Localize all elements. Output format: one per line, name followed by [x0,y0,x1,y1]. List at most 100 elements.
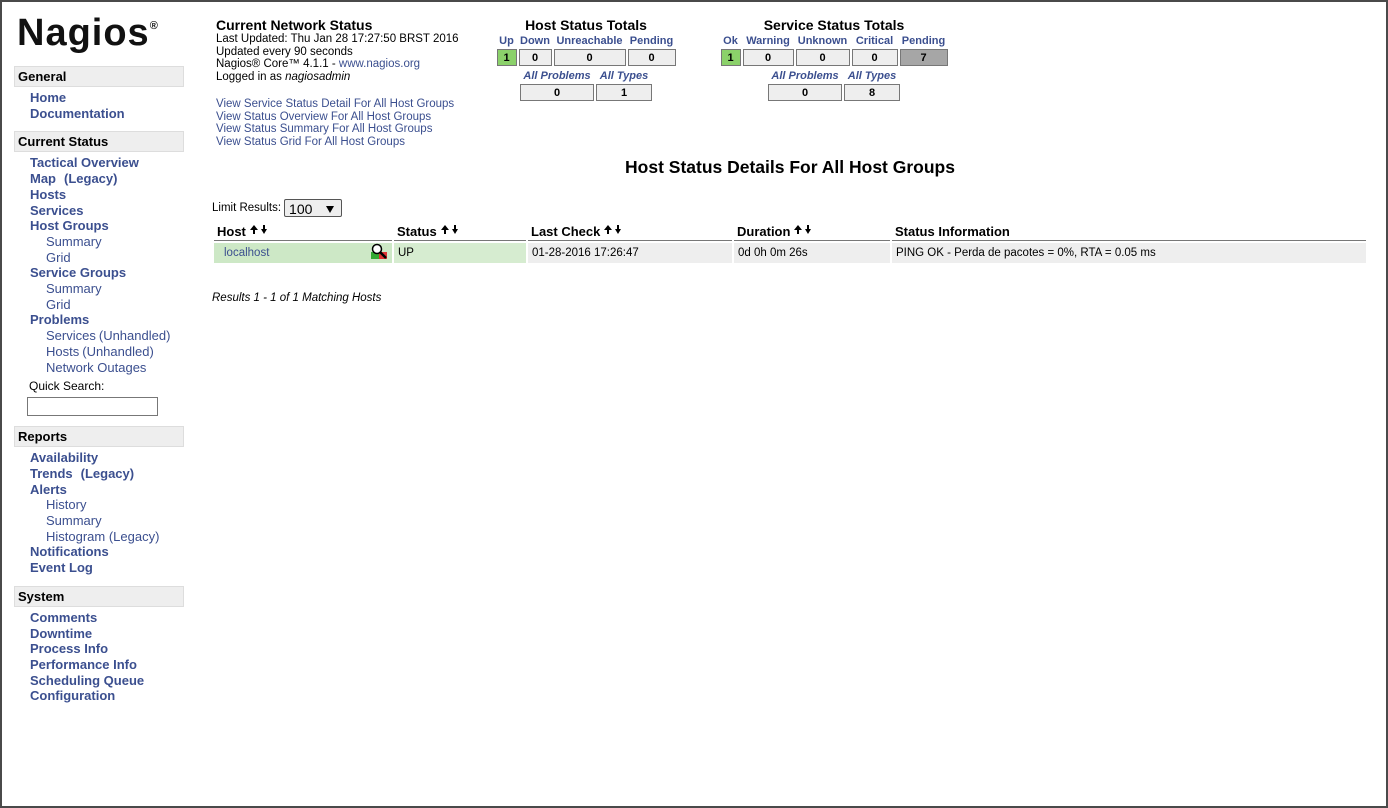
summary-count[interactable]: 0 [768,84,842,101]
nav-link[interactable]: Problems [30,312,90,328]
nav-link[interactable]: Comments [30,609,98,625]
nav-item: Performance Info [14,657,184,673]
state-label[interactable]: Pending [629,35,674,47]
nav-link[interactable]: Alerts [30,481,67,497]
search-input[interactable] [27,397,158,417]
sort-arrows[interactable] [603,224,625,236]
nav-link[interactable]: Services [30,202,84,218]
summary-count[interactable]: 1 [596,84,652,101]
nav-link[interactable]: Hosts [46,343,80,359]
host-link[interactable]: localhost [224,247,270,259]
state-count[interactable]: 0 [518,49,552,66]
nav-link[interactable]: Hosts [30,186,67,202]
state-label[interactable]: Pending [901,35,946,47]
nav-link[interactable]: Event Log [30,560,93,576]
nav-note[interactable]: (Unhandled) [82,343,154,359]
logo-name[interactable]: Nagios [17,12,150,54]
nav-item: Map (Legacy) [14,171,184,187]
state-label[interactable]: Down [520,35,550,47]
magnifier-icon[interactable] [370,243,388,260]
state-count[interactable]: 0 [795,49,850,66]
column-label: Status [397,224,437,239]
state-label[interactable]: Unknown [797,35,848,47]
nav-link[interactable]: Host Groups [30,218,109,234]
nav-note[interactable]: (Legacy) [80,465,135,481]
view-link[interactable]: View Status Overview For All Host Groups [216,110,432,123]
nav-link[interactable]: Summary [46,513,102,529]
nav-link[interactable]: Performance Info [30,656,137,672]
sort-arrows[interactable] [440,224,462,236]
login-text: Logged in as [216,71,286,84]
nav-link[interactable]: Configuration [30,688,116,704]
cell: 01-28-2016 17:26:47 [528,243,732,263]
nav-link[interactable]: Home [30,90,67,105]
logo[interactable]: Nagios® [17,12,159,55]
nav-link[interactable]: Scheduling Queue [30,672,145,688]
nav-item: Scheduling Queue [14,673,184,689]
summary-label[interactable]: All Types [599,70,649,82]
summary-label[interactable]: All Problems [771,70,839,82]
nav-item: Documentation [14,106,184,122]
sort-arrows[interactable] [249,224,271,236]
state-count[interactable]: 0 [553,49,626,66]
view-link[interactable]: View Status Grid For All Host Groups [216,135,405,148]
state-count[interactable]: 7 [899,49,948,66]
nav-link[interactable]: Service Groups [30,265,127,281]
nav-link[interactable]: Histogram (Legacy) [46,528,160,544]
nav-link[interactable]: Documentation [30,105,125,121]
nav-link[interactable]: Notifications [30,544,109,560]
nav-note[interactable]: (Legacy) [64,171,118,187]
nav-link[interactable]: Grid [46,296,71,312]
update-interval: Updated every 90 seconds [216,45,353,58]
host-cell: localhost [224,243,388,263]
view-link[interactable]: View Status Summary For All Host Groups [216,123,433,136]
state-count[interactable]: 0 [851,49,898,66]
state-count[interactable]: 1 [720,49,741,66]
version-link[interactable]: www.nagios.org [338,58,421,71]
column-header: Last Check [528,223,732,241]
state-label[interactable]: Ok [723,35,738,47]
summary-label[interactable]: All Problems [523,70,591,82]
nav-link[interactable]: Map [30,171,56,187]
nav-item: Host Groups [14,218,184,234]
nav-item: Notifications [14,544,184,560]
nav-item: Trends (Legacy) [14,466,184,482]
nav-link[interactable]: Tactical Overview [30,155,139,171]
state-count[interactable]: 0 [627,49,676,66]
nav-link[interactable]: Grid [46,249,71,265]
nav-link[interactable]: Process Info [30,641,109,657]
state-label[interactable]: Warning [746,35,790,47]
state-count[interactable]: 1 [496,49,517,66]
summary-count[interactable]: 0 [520,84,594,101]
view-link-row: View Status Grid For All Host Groups [216,136,459,149]
state-count[interactable]: 0 [742,49,794,66]
nav-link[interactable]: Summary [46,233,102,249]
nav-link[interactable]: History [46,497,87,513]
nav-link[interactable]: Trends [30,465,73,481]
nav-item: Home [14,90,184,106]
column-label: Last Check [531,224,601,239]
view-link[interactable]: View Service Status Detail For All Host … [216,97,455,110]
nav-link[interactable]: Summary [46,281,102,297]
state-label[interactable]: Critical [855,35,894,47]
host-table: Host Status Last Check Duration Status Infor… [212,221,1368,265]
nav-link[interactable]: Availability [30,450,99,466]
nav-item: Alerts [14,482,184,498]
state-label[interactable]: Up [499,35,514,47]
last-updated: Last Updated: Thu Jan 28 17:27:50 BRST 2… [216,33,459,45]
nav-link[interactable]: Network Outages [46,359,147,375]
host-icon[interactable] [370,243,388,263]
nav-note[interactable]: (Unhandled) [98,328,171,344]
host-totals: Host Status Totals Up Down Unreachable Pendi… [494,17,678,103]
nav-link[interactable]: Services [46,328,96,344]
state-label[interactable]: Unreachable [556,35,623,47]
section-items: Tactical Overview Map (Legacy) Hosts Service… [14,152,184,417]
version: Nagios® Core™ 4.1.1 - www.nagios.org [216,58,459,71]
sort-arrows[interactable] [793,224,815,236]
nav-link[interactable]: Downtime [30,625,93,641]
limit-select[interactable]: 100 [284,199,343,217]
summary-label[interactable]: All Types [847,70,897,82]
summary-count[interactable]: 8 [844,84,900,101]
